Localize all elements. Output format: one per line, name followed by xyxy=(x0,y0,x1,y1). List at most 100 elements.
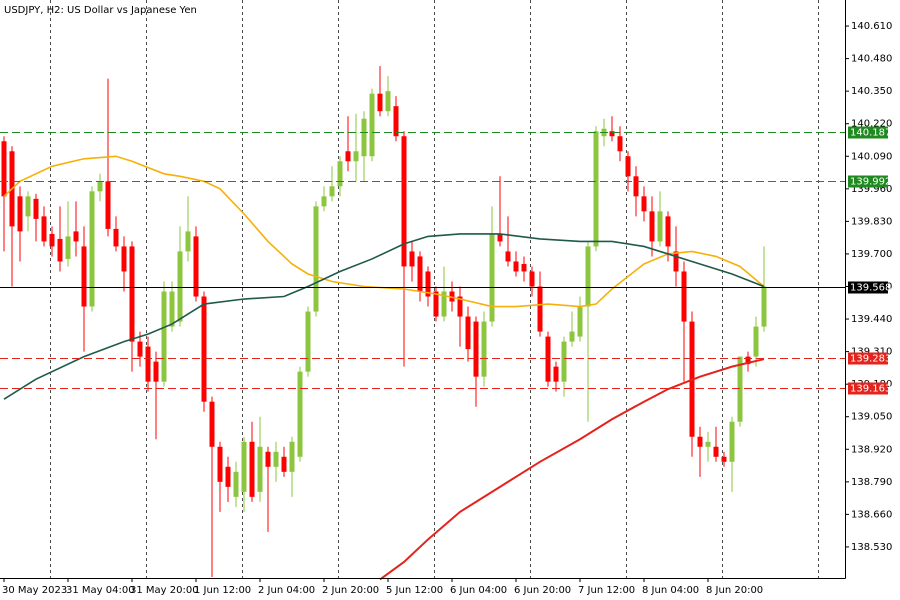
y-tick-label: 139.830 xyxy=(851,216,892,227)
candle-body xyxy=(761,286,767,327)
candle-body xyxy=(337,161,343,187)
candle-body xyxy=(641,196,647,212)
plot xyxy=(0,66,845,581)
candle-body xyxy=(561,341,567,382)
candle-body xyxy=(265,451,271,467)
candle-body xyxy=(441,291,447,317)
candle-body xyxy=(393,106,399,137)
x-tick-label: 1 Jun 12:00 xyxy=(194,585,251,596)
x-tick-label: 2 Jun 20:00 xyxy=(322,585,379,596)
price-level-box xyxy=(848,281,888,294)
moving-average xyxy=(3,233,765,400)
x-tick-label: 31 May 04:00 xyxy=(66,585,135,596)
candle-body xyxy=(729,421,735,462)
price-level-label: 139.568 xyxy=(850,283,891,294)
candle-body xyxy=(481,321,487,377)
x-tick-label: 6 Jun 20:00 xyxy=(514,585,571,596)
y-tick-label: 139.700 xyxy=(851,249,892,260)
y-tick-label: 139.440 xyxy=(851,314,892,325)
candle-body xyxy=(505,251,511,262)
candle-body xyxy=(673,251,679,272)
candle-body xyxy=(609,131,615,137)
candle-body xyxy=(177,251,183,322)
price-level-label: 139.283 xyxy=(850,354,891,365)
candle-body xyxy=(497,233,503,242)
moving-average xyxy=(379,358,765,581)
candle-body xyxy=(529,271,535,287)
candle-body xyxy=(345,151,351,162)
candle-body xyxy=(137,341,143,357)
price-level-label: 139.992 xyxy=(850,177,891,188)
candle-body xyxy=(465,316,471,350)
candle-body xyxy=(585,246,591,307)
candle-body xyxy=(129,246,135,342)
candle-body xyxy=(97,181,103,192)
y-tick-label: 140.480 xyxy=(851,54,892,65)
candle-body xyxy=(105,181,111,229)
y-tick-label: 138.530 xyxy=(851,542,892,553)
candle-body xyxy=(49,233,55,247)
candle-body xyxy=(297,371,303,457)
x-tick-label: 30 May 2023 xyxy=(2,585,67,596)
candle-body xyxy=(201,296,207,402)
candle-body xyxy=(361,118,367,157)
candle-body xyxy=(521,263,527,272)
candle-body xyxy=(577,306,583,337)
candle-body xyxy=(569,331,575,342)
candle-body xyxy=(313,206,319,312)
candle-body xyxy=(33,198,39,219)
candle-body xyxy=(665,216,671,247)
candle-body xyxy=(385,91,391,112)
price-level-box xyxy=(848,352,888,365)
price-level-box xyxy=(848,382,888,395)
candle-body xyxy=(425,271,431,297)
candle-body xyxy=(649,211,655,242)
candle-body xyxy=(161,291,167,382)
candle-body xyxy=(457,296,463,317)
candle-body xyxy=(217,446,223,482)
x-tick-label: 8 Jun 04:00 xyxy=(642,585,699,596)
price-level-box xyxy=(848,175,888,188)
chart-title: USDJPY, H2: US Dollar vs Japanese Yen xyxy=(4,5,197,16)
x-tick-label: 2 Jun 04:00 xyxy=(258,585,315,596)
y-tick-label: 140.610 xyxy=(851,21,892,32)
candle-body xyxy=(713,446,719,457)
candle-body xyxy=(321,196,327,207)
candle-body xyxy=(121,246,127,272)
price-level-label: 139.163 xyxy=(850,384,891,395)
candle-body xyxy=(473,321,479,377)
price-level-label: 140.187 xyxy=(850,128,891,139)
y-tick-label: 139.310 xyxy=(851,347,892,358)
candle-body xyxy=(353,151,359,162)
price-level-box xyxy=(848,126,888,139)
candle-body xyxy=(697,436,703,447)
candle-body xyxy=(209,401,215,447)
candle-body xyxy=(553,366,559,382)
candle-body xyxy=(81,246,87,307)
x-tick-label: 7 Jun 12:00 xyxy=(578,585,635,596)
candle-body xyxy=(633,176,639,197)
y-tick-label: 140.090 xyxy=(851,151,892,162)
candle-body xyxy=(257,446,263,492)
candle-body xyxy=(225,466,231,487)
candle-body xyxy=(617,136,623,152)
candle-body xyxy=(593,131,599,247)
candle-body xyxy=(145,346,151,382)
y-tick-label: 138.790 xyxy=(851,477,892,488)
y-tick-label: 138.920 xyxy=(851,444,892,455)
candle-body xyxy=(737,356,743,422)
candle-body xyxy=(289,441,295,472)
candle-body xyxy=(545,336,551,382)
candle-body xyxy=(1,141,7,197)
candle-body xyxy=(705,441,711,447)
candle-body xyxy=(41,216,47,242)
candle-body xyxy=(329,186,335,197)
candle-body xyxy=(169,291,175,327)
candle-body xyxy=(377,93,383,112)
candle-body xyxy=(273,451,279,467)
x-tick-label: 31 May 20:00 xyxy=(130,585,199,596)
y-tick-label: 138.660 xyxy=(851,509,892,520)
x-tick-label: 8 Jun 20:00 xyxy=(706,585,763,596)
candle-body xyxy=(417,256,423,292)
y-tick-label: 140.350 xyxy=(851,86,892,97)
